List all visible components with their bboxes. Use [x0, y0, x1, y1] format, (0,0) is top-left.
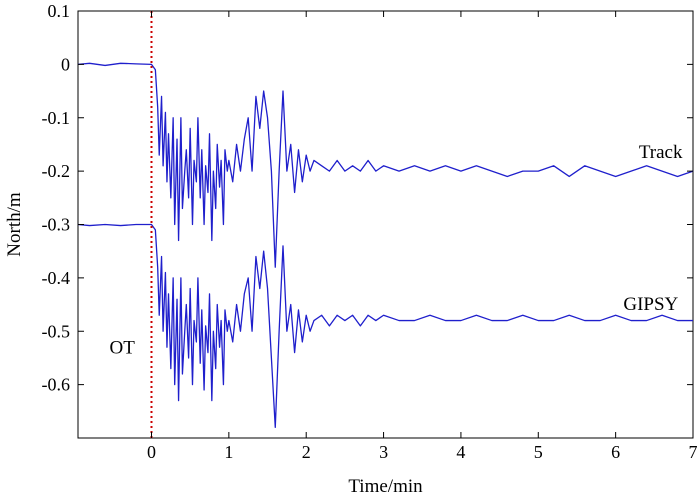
series-layer: [77, 62, 694, 428]
y-tick-label: -0.3: [42, 215, 71, 235]
x-tick-label: 2: [302, 442, 311, 462]
ot-label: OT: [109, 337, 135, 358]
x-tick-label: 6: [611, 442, 620, 462]
series-label-track: Track: [639, 142, 683, 163]
series-line-track: [77, 62, 694, 268]
y-tick-label: -0.1: [42, 108, 71, 128]
x-tick-label: 3: [379, 442, 388, 462]
x-tick-label: 0: [147, 442, 156, 462]
y-tick-label: -0.2: [42, 161, 71, 181]
x-tick-label: 7: [689, 442, 698, 462]
y-tick-label: -0.4: [42, 268, 71, 288]
ticks-layer: 0 1 2 3 4 5 6 7 0.1 0 -0.1 -0.2 -0.3 -0.4 -0.5 -0.6: [42, 1, 698, 462]
x-tick-label: 5: [534, 442, 543, 462]
y-tick-label: 0: [61, 54, 70, 74]
x-tick-label: 1: [224, 442, 233, 462]
series-label-gipsy: GIPSY: [623, 294, 678, 315]
y-tick-label: -0.6: [42, 375, 71, 395]
plot-area: [77, 10, 694, 439]
x-tick-label: 4: [456, 442, 465, 462]
annotation-layer: OT Track GIPSY: [109, 11, 683, 438]
y-tick-label: 0.1: [48, 1, 71, 21]
series-line-gipsy: [77, 223, 693, 428]
y-tick-label: -0.5: [42, 321, 71, 341]
plot-frame: [77, 10, 694, 439]
y-axis-title: North/m: [4, 192, 25, 257]
x-axis-title: Time/min: [348, 476, 423, 497]
